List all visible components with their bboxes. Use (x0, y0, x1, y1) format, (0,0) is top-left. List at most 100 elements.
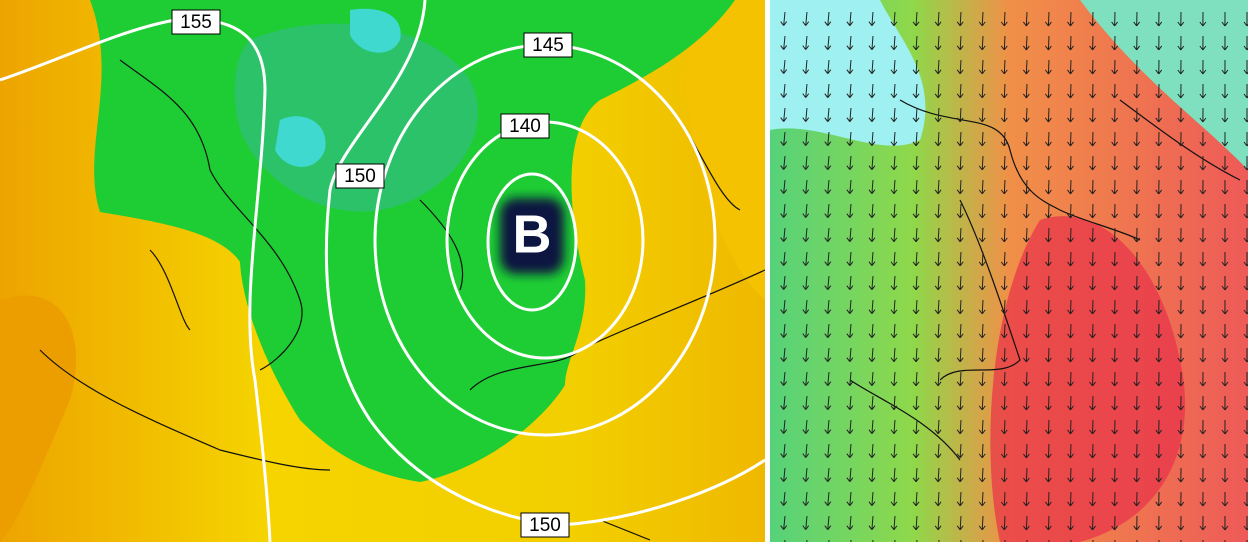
wind-arrow (934, 251, 942, 267)
wind-arrow (802, 323, 810, 338)
wind-arrow (1089, 323, 1096, 339)
wind-arrow (1133, 179, 1141, 195)
wind-arrow (1067, 227, 1074, 243)
wind-arrow (1045, 251, 1052, 267)
wind-arrow (868, 323, 876, 339)
wind-arrow (1133, 443, 1141, 459)
wind-arrow (912, 11, 920, 27)
wind-arrow (890, 299, 898, 315)
wind-arrow (868, 419, 876, 435)
wind-arrow (978, 467, 986, 483)
wind-arrow (1199, 467, 1207, 483)
wind-arrow (934, 347, 942, 363)
wind-arrow (956, 11, 964, 27)
wind-arrow (1000, 179, 1008, 195)
wind-arrow (978, 323, 986, 339)
wind-arrow (1155, 419, 1163, 435)
wind-arrow (1133, 371, 1141, 387)
wind-arrow (1133, 227, 1141, 243)
wind-arrow (780, 515, 788, 530)
wind-arrow (1177, 491, 1185, 507)
wind-arrow (1089, 419, 1096, 435)
wind-arrow (934, 419, 942, 435)
wind-arrow (1022, 11, 1030, 27)
wind-arrow (780, 251, 788, 266)
wind-arrow (1133, 299, 1141, 315)
wind-arrow (1177, 515, 1185, 531)
label-box (335, 163, 385, 189)
wind-arrow (1221, 515, 1229, 531)
wind-arrow (934, 35, 942, 51)
wind-arrow (890, 491, 898, 507)
wind-arrow (1155, 347, 1163, 363)
wind-arrow (1111, 59, 1119, 75)
wind-arrow (890, 59, 898, 75)
wind-arrow (1022, 179, 1030, 195)
wind-arrow (956, 443, 964, 459)
contour-value: 150 (344, 166, 376, 187)
wind-arrow (1045, 419, 1052, 435)
wind-arrow (956, 419, 964, 435)
wind-arrow (802, 227, 810, 242)
wind-arrow (912, 83, 920, 99)
wind-arrow (1221, 251, 1229, 267)
wind-arrow (868, 515, 876, 531)
wind-arrow (1089, 251, 1096, 267)
wind-arrow (846, 11, 854, 26)
wind-arrow (1045, 83, 1052, 99)
wind-arrow (780, 227, 788, 242)
wind-arrow (868, 227, 876, 243)
wind-arrow (1067, 251, 1074, 267)
wind-arrow (978, 203, 986, 219)
wind-arrow (890, 275, 898, 291)
wind-arrow (1067, 371, 1074, 387)
wind-arrow (1199, 515, 1207, 531)
wind-arrow (1199, 299, 1207, 315)
wind-arrow (1177, 299, 1185, 315)
wind-arrow (802, 419, 810, 434)
wind-arrow (1221, 179, 1229, 195)
wind-arrow (1111, 275, 1119, 291)
wind-arrow (1155, 515, 1163, 531)
wind-arrow (1199, 11, 1207, 27)
wind-arrow (802, 83, 810, 98)
wind-arrow (802, 395, 810, 410)
wind-arrow (1000, 107, 1008, 123)
wind-arrow (1067, 443, 1074, 459)
wind-arrow (890, 419, 898, 435)
wind-arrow (824, 227, 832, 242)
wind-arrow (1067, 11, 1074, 27)
wind-arrow (846, 323, 854, 338)
wind-arrow (1199, 395, 1207, 411)
contour-label: 150 (335, 163, 385, 189)
wind-arrow (890, 467, 898, 483)
wind-arrow (1089, 155, 1096, 171)
wind-arrow (1089, 59, 1096, 75)
wind-arrow (802, 203, 810, 218)
wind-arrow (1177, 131, 1185, 147)
wind-arrow (1089, 371, 1096, 387)
wind-arrow (802, 251, 810, 266)
wind-arrow (1133, 251, 1141, 267)
wind-arrow (956, 107, 964, 123)
wind-arrow (978, 299, 986, 315)
wind-arrow (1155, 11, 1163, 27)
wind-arrow (1000, 203, 1008, 219)
wind-arrow (1111, 155, 1119, 171)
wind-arrow (1177, 467, 1185, 483)
wind-arrow (1177, 227, 1185, 243)
wind-arrow (1177, 419, 1185, 435)
wind-arrow (934, 83, 942, 99)
wind-arrow (824, 371, 832, 386)
wind-arrow (1000, 419, 1008, 435)
wind-arrow (1133, 275, 1141, 291)
wind-arrow (1045, 515, 1052, 531)
wind-arrow (1221, 443, 1229, 459)
wind-arrow (868, 371, 876, 387)
wind-arrow (934, 11, 942, 27)
wind-arrow (802, 131, 810, 146)
wind-arrow (1022, 347, 1030, 363)
wind-arrow (1177, 35, 1185, 51)
contour-value: 155 (180, 12, 212, 33)
wind-arrow (934, 443, 942, 459)
